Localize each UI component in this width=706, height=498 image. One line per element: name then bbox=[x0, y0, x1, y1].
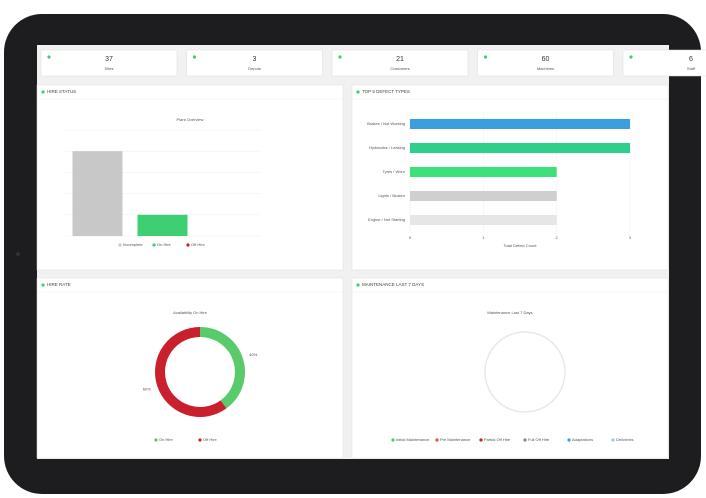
bar bbox=[410, 167, 557, 177]
bar bbox=[137, 214, 188, 236]
stat-card bbox=[622, 49, 706, 77]
bar bbox=[410, 215, 557, 225]
camera bbox=[16, 252, 20, 256]
x-axis-label: Total Defect Count bbox=[504, 243, 538, 248]
stat-icon bbox=[629, 55, 633, 59]
stat-label: Depots bbox=[248, 66, 261, 71]
stat-value: 21 bbox=[396, 56, 404, 63]
bar bbox=[410, 143, 630, 153]
legend-swatch bbox=[391, 438, 395, 442]
legend-label: Off Hire bbox=[203, 437, 217, 442]
y-tick-label: Hydraulics / Leaking bbox=[369, 145, 405, 150]
y-tick-label: Tyres / Worn bbox=[382, 169, 405, 174]
donut-segment bbox=[199, 327, 245, 409]
stat-value: 60 bbox=[542, 56, 550, 63]
legend-swatch bbox=[118, 243, 122, 247]
x-tick-label: 3 bbox=[629, 235, 632, 240]
panel-title: HIRE RATE bbox=[47, 282, 71, 287]
donut-track bbox=[484, 331, 566, 413]
stat-icon bbox=[338, 55, 342, 59]
legend-label: Off Hire bbox=[191, 242, 205, 247]
legend-swatch bbox=[567, 438, 571, 442]
panel bbox=[351, 84, 669, 271]
legend-label: On Hire bbox=[157, 242, 172, 247]
legend-swatch bbox=[435, 438, 439, 442]
legend-label: Deliveries bbox=[616, 437, 634, 442]
legend-swatch bbox=[186, 243, 190, 247]
stat-label: Staff bbox=[687, 66, 696, 71]
stat-card bbox=[477, 49, 614, 77]
panel-title: TOP 5 DEFECT TYPES bbox=[362, 89, 410, 94]
legend-swatch bbox=[523, 438, 527, 442]
legend-label: Partial Off Hire bbox=[484, 437, 511, 442]
stat-card bbox=[331, 49, 469, 77]
panel-icon bbox=[41, 283, 45, 287]
stat-icon bbox=[483, 55, 488, 59]
panel-icon bbox=[356, 283, 360, 287]
stat-icon bbox=[192, 55, 197, 59]
y-tick-label: Brakes / Not Working bbox=[367, 121, 405, 126]
y-tick-label: Lights / Broken bbox=[378, 193, 405, 198]
legend-label: Incomplete bbox=[123, 242, 143, 247]
bar bbox=[410, 191, 557, 201]
legend-label: On Hire bbox=[159, 437, 174, 442]
stat-card bbox=[40, 49, 178, 77]
panel bbox=[36, 277, 344, 459]
legend-swatch bbox=[479, 438, 483, 442]
legend-label: Initial Maintenance bbox=[396, 437, 430, 442]
stat-value: 37 bbox=[105, 56, 113, 63]
legend-label: Full Off Hire bbox=[528, 437, 550, 442]
legend-label: Adaptations bbox=[572, 437, 593, 442]
stat-label: Customers bbox=[390, 66, 409, 71]
bar bbox=[72, 151, 123, 236]
stat-value: 6 bbox=[689, 56, 693, 63]
stat-card bbox=[186, 49, 323, 77]
panel-title: HIRE STATUS bbox=[47, 89, 76, 94]
legend-label: Pre Maintenance bbox=[440, 437, 471, 442]
legend-swatch bbox=[152, 243, 156, 247]
dashboard: 37Sites3Depots21Customers60Machines6Staf… bbox=[36, 49, 706, 459]
stat-label: Machines bbox=[537, 66, 554, 71]
legend-swatch bbox=[154, 438, 158, 442]
panel-icon bbox=[356, 90, 360, 94]
stat-value: 3 bbox=[253, 56, 257, 63]
x-tick-label: 1 bbox=[482, 235, 485, 240]
stat-icon bbox=[47, 55, 51, 59]
x-tick-label: 2 bbox=[556, 235, 559, 240]
chart-subtitle: Availability On Hire bbox=[173, 310, 207, 315]
donut-segment bbox=[155, 327, 227, 417]
value-label: 40% bbox=[249, 352, 257, 357]
panel bbox=[351, 277, 669, 459]
panel-title: MAINTENANCE LAST 7 DAYS bbox=[362, 282, 424, 287]
chart-subtitle: Plant Overview bbox=[177, 117, 204, 122]
panel-icon bbox=[41, 90, 45, 94]
stat-label: Sites bbox=[105, 66, 114, 71]
value-label: 60% bbox=[143, 386, 151, 391]
chart-subtitle: Maintenance Last 7 Days bbox=[487, 310, 532, 315]
legend-swatch bbox=[198, 438, 202, 442]
y-tick-label: Engine / Not Starting bbox=[368, 217, 405, 222]
x-tick-label: 0 bbox=[409, 235, 412, 240]
bar bbox=[410, 119, 630, 129]
legend-swatch bbox=[611, 438, 615, 442]
